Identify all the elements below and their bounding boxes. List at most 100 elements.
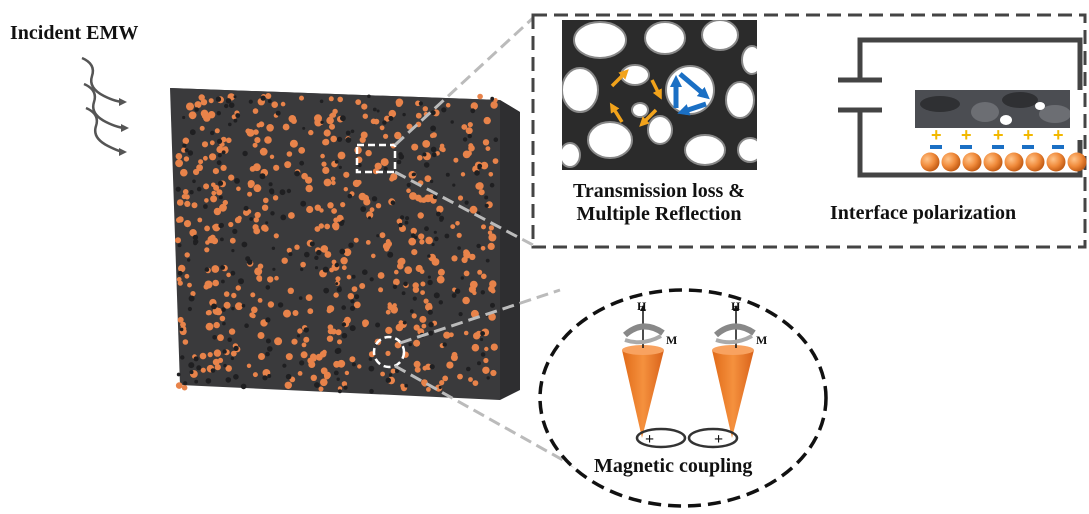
particle xyxy=(175,382,183,389)
particle xyxy=(252,142,258,148)
surface-spike xyxy=(248,99,253,104)
particle xyxy=(385,309,391,315)
particle xyxy=(414,366,421,373)
surface-spike xyxy=(294,170,300,177)
particle xyxy=(213,207,222,216)
particle xyxy=(284,381,292,389)
particle xyxy=(208,98,214,104)
particle xyxy=(481,224,486,230)
particle xyxy=(204,198,209,203)
surface-spike xyxy=(368,216,372,220)
surface-spike xyxy=(402,320,407,325)
surface-spike xyxy=(424,226,429,232)
particle xyxy=(341,265,347,271)
particle xyxy=(264,136,272,144)
particle xyxy=(254,267,263,276)
particle xyxy=(397,262,404,270)
particle xyxy=(385,326,393,334)
particle xyxy=(183,220,192,228)
incident-wave-arrows-icon xyxy=(81,56,129,156)
particle xyxy=(222,199,228,206)
particle xyxy=(223,291,230,297)
surface-spike xyxy=(244,323,249,329)
particle xyxy=(182,189,189,195)
surface-spike xyxy=(388,373,393,377)
particle xyxy=(318,223,324,229)
surface-spike xyxy=(485,258,490,263)
particle xyxy=(280,101,286,107)
particle xyxy=(207,352,213,358)
surface-spike xyxy=(466,366,471,372)
particle xyxy=(436,205,444,213)
surface-spike xyxy=(277,302,284,308)
surface-spike xyxy=(224,103,229,109)
particle xyxy=(378,287,384,293)
surface-spike xyxy=(357,163,362,168)
surface-spike xyxy=(490,96,495,101)
particle xyxy=(490,369,497,377)
particle xyxy=(394,131,402,140)
surface-spike xyxy=(309,241,315,247)
surface-spike xyxy=(189,190,194,195)
particle xyxy=(362,321,368,328)
surface-spike xyxy=(221,279,225,284)
particle xyxy=(209,140,215,146)
particle xyxy=(417,212,424,219)
surface-spike xyxy=(220,237,224,242)
particle xyxy=(453,157,459,163)
particle xyxy=(456,232,462,238)
particle xyxy=(415,194,422,202)
particle xyxy=(324,223,331,230)
surface-spike xyxy=(222,321,226,326)
particle xyxy=(344,370,350,376)
surface-spike xyxy=(403,281,408,287)
surface-spike xyxy=(396,159,402,165)
surface-spike xyxy=(271,246,276,250)
surface-spike xyxy=(241,241,248,248)
surface-spike xyxy=(241,303,246,308)
particle xyxy=(187,282,192,288)
particle xyxy=(468,377,473,382)
particle xyxy=(308,129,314,136)
particle xyxy=(182,137,190,145)
surface-spike xyxy=(246,259,253,265)
particle xyxy=(306,205,314,214)
magnetic-cone-left xyxy=(622,305,665,438)
minus-charge xyxy=(1022,145,1034,149)
minus-charge xyxy=(1052,145,1064,149)
particle xyxy=(311,357,317,362)
surface-spike xyxy=(316,249,322,256)
surface-spike xyxy=(369,388,374,394)
particle xyxy=(273,164,280,171)
particle xyxy=(423,298,429,304)
particle xyxy=(369,207,375,213)
particle xyxy=(409,192,417,200)
surface-spike xyxy=(341,219,345,224)
particle xyxy=(484,346,489,352)
particle xyxy=(228,328,236,335)
particle xyxy=(297,371,303,376)
particle xyxy=(288,212,295,219)
surface-spike xyxy=(314,266,319,270)
particle xyxy=(236,186,241,192)
surface-spike xyxy=(230,270,236,276)
particle xyxy=(214,128,220,134)
block-front-face xyxy=(170,88,500,400)
particle xyxy=(226,272,231,278)
particle xyxy=(470,309,479,318)
surface-spike xyxy=(300,200,307,207)
particle xyxy=(203,284,210,290)
particle xyxy=(466,150,472,156)
surface-spike xyxy=(231,249,235,253)
particle xyxy=(184,200,191,207)
surface-spike xyxy=(275,110,281,116)
particle xyxy=(201,141,209,148)
particle xyxy=(477,269,483,275)
surface-spike xyxy=(175,186,181,192)
plus-charge: + xyxy=(961,125,972,145)
particle xyxy=(366,211,374,219)
particle xyxy=(266,124,274,132)
particle xyxy=(252,108,259,114)
surface-spike xyxy=(228,102,235,108)
surface-spike xyxy=(219,222,224,228)
